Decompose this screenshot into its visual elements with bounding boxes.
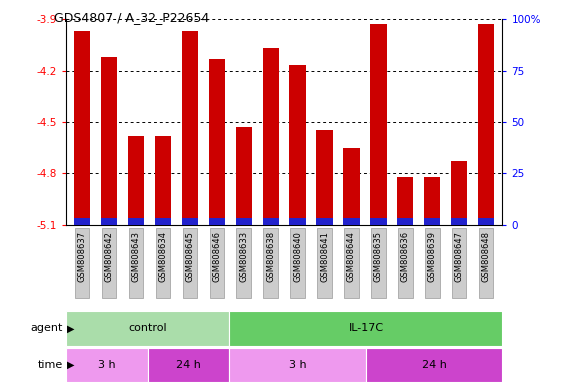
Bar	[74, 31, 90, 225]
Bar	[128, 136, 144, 225]
FancyBboxPatch shape	[263, 228, 278, 298]
Text: GSM808645: GSM808645	[185, 231, 194, 281]
Text: GSM808635: GSM808635	[374, 231, 383, 282]
Text: GSM808640: GSM808640	[293, 231, 302, 281]
Text: 24 h: 24 h	[176, 360, 201, 370]
FancyBboxPatch shape	[479, 228, 493, 298]
Bar	[451, 218, 468, 225]
Text: GSM808634: GSM808634	[158, 231, 167, 282]
FancyBboxPatch shape	[371, 228, 385, 298]
Bar	[182, 31, 198, 225]
Text: time: time	[38, 360, 63, 370]
Text: GSM808647: GSM808647	[455, 231, 464, 282]
Text: GSM808633: GSM808633	[239, 231, 248, 282]
Bar	[182, 218, 198, 225]
Text: GSM808639: GSM808639	[428, 231, 437, 282]
Bar	[289, 65, 305, 225]
Bar	[208, 218, 225, 225]
Text: ▶: ▶	[67, 323, 74, 333]
Bar	[316, 218, 332, 225]
Bar	[208, 59, 225, 225]
FancyBboxPatch shape	[398, 228, 413, 298]
Bar	[343, 147, 360, 225]
Bar	[424, 177, 440, 225]
FancyBboxPatch shape	[366, 348, 502, 382]
Bar	[478, 24, 494, 225]
FancyBboxPatch shape	[452, 228, 467, 298]
FancyBboxPatch shape	[155, 228, 170, 298]
Text: GSM808642: GSM808642	[104, 231, 113, 281]
Bar	[235, 127, 252, 225]
Text: GSM808641: GSM808641	[320, 231, 329, 281]
Bar	[155, 136, 171, 225]
Text: GSM808648: GSM808648	[482, 231, 491, 282]
Text: 24 h: 24 h	[422, 360, 447, 370]
FancyBboxPatch shape	[210, 228, 224, 298]
FancyBboxPatch shape	[230, 311, 502, 346]
Bar	[371, 24, 387, 225]
FancyBboxPatch shape	[236, 228, 251, 298]
Bar	[316, 131, 332, 225]
Text: 3 h: 3 h	[289, 360, 307, 370]
FancyBboxPatch shape	[344, 228, 359, 298]
Text: GSM808638: GSM808638	[266, 231, 275, 282]
FancyBboxPatch shape	[317, 228, 332, 298]
Bar	[155, 218, 171, 225]
Text: GSM808644: GSM808644	[347, 231, 356, 281]
Bar	[424, 218, 440, 225]
FancyBboxPatch shape	[291, 228, 305, 298]
Bar	[235, 218, 252, 225]
FancyBboxPatch shape	[230, 348, 366, 382]
Bar	[478, 218, 494, 225]
Bar	[451, 161, 468, 225]
Bar	[263, 218, 279, 225]
Text: GSM808643: GSM808643	[131, 231, 140, 282]
Bar	[371, 218, 387, 225]
FancyBboxPatch shape	[75, 228, 89, 298]
Text: ▶: ▶	[67, 360, 74, 370]
Bar	[397, 177, 413, 225]
Text: control: control	[128, 323, 167, 333]
Bar	[100, 218, 117, 225]
Bar	[343, 218, 360, 225]
FancyBboxPatch shape	[128, 228, 143, 298]
FancyBboxPatch shape	[102, 228, 116, 298]
Bar	[128, 218, 144, 225]
Text: GSM808636: GSM808636	[401, 231, 410, 282]
FancyBboxPatch shape	[66, 311, 230, 346]
FancyBboxPatch shape	[66, 348, 147, 382]
Bar	[289, 218, 305, 225]
Bar	[100, 57, 117, 225]
Text: GSM808637: GSM808637	[77, 231, 86, 282]
Bar	[263, 48, 279, 225]
Text: GSM808646: GSM808646	[212, 231, 221, 282]
FancyBboxPatch shape	[147, 348, 230, 382]
FancyBboxPatch shape	[183, 228, 197, 298]
Bar	[74, 218, 90, 225]
Text: IL-17C: IL-17C	[348, 323, 384, 333]
Text: GDS4807 / A_32_P22654: GDS4807 / A_32_P22654	[54, 12, 210, 25]
Bar	[397, 218, 413, 225]
FancyBboxPatch shape	[425, 228, 440, 298]
Text: 3 h: 3 h	[98, 360, 115, 370]
Text: agent: agent	[30, 323, 63, 333]
